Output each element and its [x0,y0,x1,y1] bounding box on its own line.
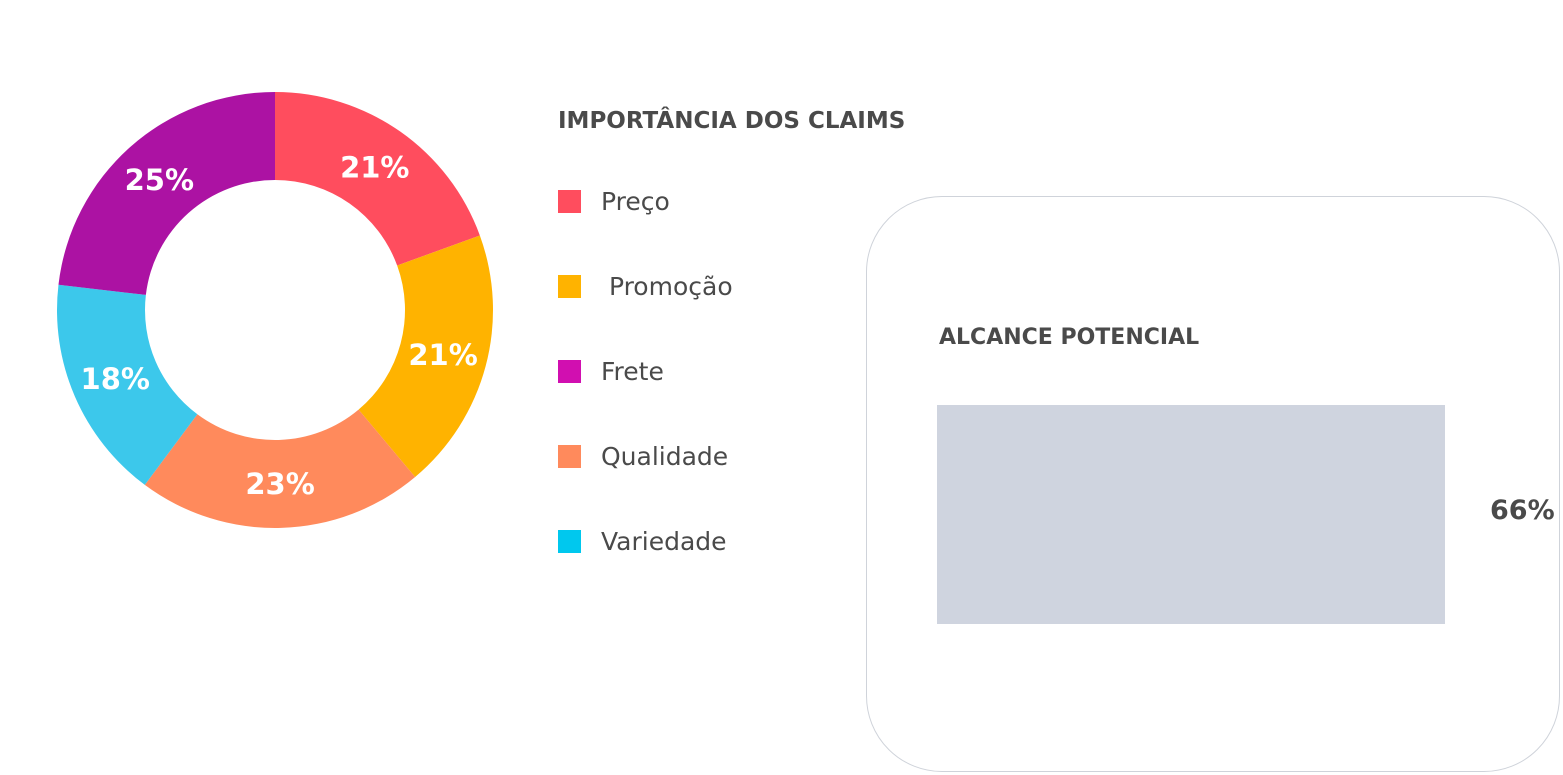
slice-preco [275,92,480,266]
legend-swatch-variedade [558,530,581,553]
legend-item-frete: Frete [558,357,664,386]
legend-swatch-preco [558,190,581,213]
legend-item-qualidade: Qualidade [558,442,728,471]
slice-label-variedade: 18% [81,362,150,396]
slice-label-promocao: 21% [408,338,477,372]
slice-label-frete: 25% [125,163,194,197]
reach-card: ALCANCE POTENCIAL 66% [866,196,1560,772]
legend-swatch-qualidade [558,445,581,468]
reach-bar-track [937,405,1445,624]
slice-promocao [358,235,493,477]
legend-item-promocao: Promoção [558,272,733,301]
legend-item-preco: Preço [558,187,670,216]
reach-bar-fill [937,405,1445,624]
slice-label-preco: 21% [340,150,409,184]
legend-label-preco: Preço [601,187,670,216]
legend-label-qualidade: Qualidade [601,442,729,471]
legend-swatch-promocao [558,275,581,298]
slice-variedade [56,284,198,485]
legend-title: IMPORTÂNCIA DOS CLAIMS [558,108,906,134]
slice-qualidade [144,409,416,528]
reach-title: ALCANCE POTENCIAL [939,325,1200,350]
legend-label-promocao: Promoção [601,272,733,301]
legend-item-variedade: Variedade [558,527,727,556]
slice-label-qualidade: 23% [245,467,314,501]
claims-legend: IMPORTÂNCIA DOS CLAIMS Preço Promoção Fr… [558,108,906,556]
legend-label-variedade: Variedade [601,527,727,556]
slice-frete [58,92,276,295]
legend-swatch-frete [558,360,581,383]
legend-label-frete: Frete [601,357,664,386]
reach-value-label: 66% [1490,495,1555,526]
claims-donut-chart: 21% 21% 23% 18% 25% [56,92,493,528]
